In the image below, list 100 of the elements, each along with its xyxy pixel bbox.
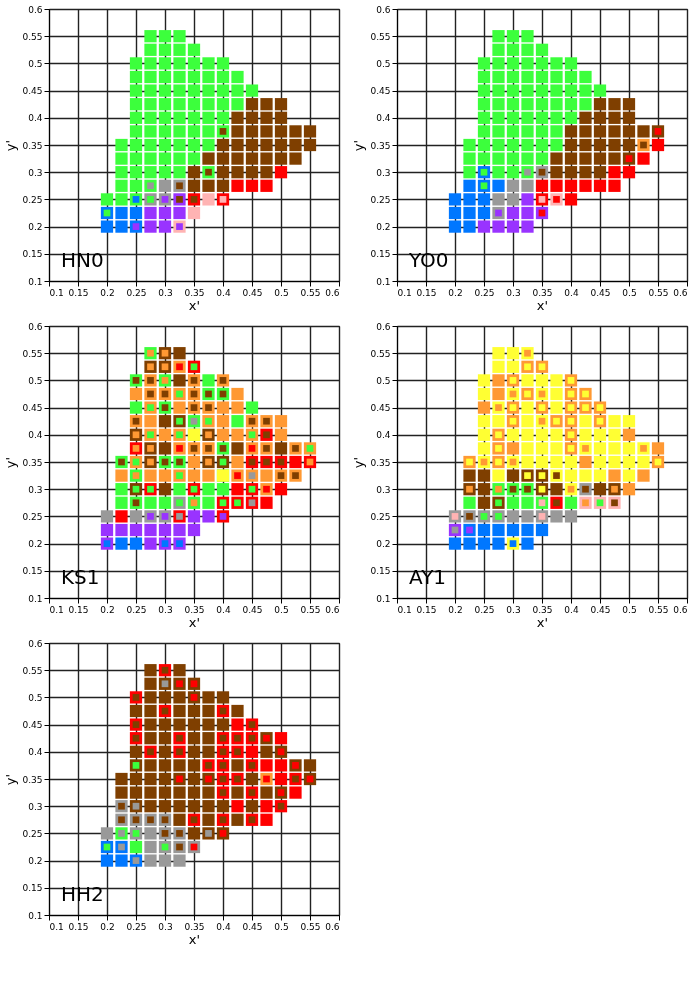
x-tick-label: 0.55 — [300, 287, 321, 298]
y-tick-label: 0.1 — [376, 593, 391, 604]
x-tick-label: 0.15 — [416, 287, 437, 298]
y-tick-label: 0.5 — [376, 375, 391, 386]
x-tick-label: 0.5 — [622, 604, 637, 615]
y-tick-label: 0.6 — [28, 4, 43, 15]
y-tick-label: 0.6 — [376, 4, 391, 15]
x-tick-label: 0.15 — [416, 604, 437, 615]
x-tick-label: 0.5 — [274, 287, 289, 298]
x-tick-label: 0.2 — [100, 287, 115, 298]
x-tick-label: 0.4 — [564, 287, 579, 298]
y-tick-label: 0.15 — [22, 566, 43, 577]
y-tick-label: 0.35 — [22, 457, 43, 468]
x-tick-label: 0.6 — [325, 921, 340, 932]
y-tick-label: 0.3 — [28, 801, 43, 812]
y-tick-label: 0.25 — [22, 511, 43, 522]
y-tick-label: 0.2 — [28, 539, 43, 550]
x-axis-title: x' — [188, 614, 201, 630]
y-axis-title: y' — [3, 139, 19, 152]
y-tick-label: 0.4 — [376, 113, 391, 124]
x-tick-label: 0.35 — [184, 287, 205, 298]
y-tick-label: 0.3 — [376, 167, 391, 178]
x-tick-label: 0.25 — [126, 921, 147, 932]
y-tick-label: 0.45 — [22, 403, 43, 414]
y-axis-title: y' — [3, 456, 19, 469]
y-tick-label: 0.45 — [22, 720, 43, 731]
y-tick-label: 0.45 — [370, 86, 391, 97]
y-tick-label: 0.4 — [28, 747, 43, 758]
y-tick-label: 0.55 — [370, 348, 391, 359]
x-tick-label: 0.25 — [474, 287, 495, 298]
y-tick-label: 0.3 — [28, 484, 43, 495]
x-tick-label: 0.5 — [622, 287, 637, 298]
x-tick-label: 0.1 — [49, 604, 64, 615]
y-tick-label: 0.3 — [376, 484, 391, 495]
y-tick-label: 0.2 — [28, 856, 43, 867]
x-tick-label: 0.15 — [68, 287, 89, 298]
x-axis-title: x' — [536, 297, 549, 313]
x-axis-title: x' — [188, 297, 201, 313]
y-tick-label: 0.15 — [22, 883, 43, 894]
x-tick-label: 0.3 — [506, 287, 521, 298]
y-tick-label: 0.15 — [22, 249, 43, 260]
y-tick-label: 0.15 — [370, 249, 391, 260]
x-tick-label: 0.55 — [648, 287, 669, 298]
y-tick-label: 0.5 — [28, 58, 43, 69]
y-tick-label: 0.3 — [28, 167, 43, 178]
y-tick-label: 0.55 — [22, 665, 43, 676]
y-tick-label: 0.25 — [370, 194, 391, 205]
y-tick-label: 0.4 — [376, 430, 391, 441]
y-tick-label: 0.6 — [28, 638, 43, 649]
x-tick-label: 0.45 — [590, 604, 611, 615]
x-tick-label: 0.25 — [126, 287, 147, 298]
x-tick-label: 0.45 — [590, 287, 611, 298]
y-axis-title: y' — [3, 773, 19, 786]
x-tick-label: 0.6 — [325, 604, 340, 615]
y-tick-label: 0.35 — [370, 140, 391, 151]
x-tick-label: 0.25 — [126, 604, 147, 615]
y-tick-label: 0.5 — [28, 692, 43, 703]
x-tick-label: 0.55 — [300, 921, 321, 932]
x-tick-label: 0.1 — [397, 604, 412, 615]
y-tick-label: 0.1 — [28, 910, 43, 921]
y-tick-label: 0.25 — [22, 194, 43, 205]
y-tick-label: 0.6 — [28, 321, 43, 332]
y-tick-label: 0.35 — [22, 774, 43, 785]
x-tick-label: 0.35 — [184, 921, 205, 932]
y-tick-label: 0.5 — [376, 58, 391, 69]
x-tick-label: 0.3 — [158, 604, 173, 615]
x-tick-label: 0.5 — [274, 604, 289, 615]
y-tick-label: 0.45 — [22, 86, 43, 97]
y-tick-label: 0.15 — [370, 566, 391, 577]
y-tick-label: 0.2 — [376, 539, 391, 550]
x-tick-label: 0.5 — [274, 921, 289, 932]
x-tick-label: 0.1 — [49, 287, 64, 298]
x-tick-label: 0.4 — [216, 604, 231, 615]
y-tick-label: 0.35 — [370, 457, 391, 468]
x-tick-label: 0.6 — [325, 287, 340, 298]
y-tick-label: 0.4 — [28, 430, 43, 441]
y-tick-label: 0.45 — [370, 403, 391, 414]
x-tick-label: 0.1 — [49, 921, 64, 932]
y-tick-label: 0.25 — [22, 828, 43, 839]
x-tick-label: 0.45 — [242, 921, 263, 932]
x-tick-label: 0.55 — [648, 604, 669, 615]
y-axis-title: y' — [351, 139, 367, 152]
y-tick-label: 0.2 — [28, 222, 43, 233]
y-tick-label: 0.35 — [22, 140, 43, 151]
x-tick-label: 0.35 — [184, 604, 205, 615]
y-axis-title: y' — [351, 456, 367, 469]
x-axis-title: x' — [188, 931, 201, 947]
x-tick-label: 0.3 — [506, 604, 521, 615]
x-tick-label: 0.2 — [448, 604, 463, 615]
x-tick-label: 0.4 — [216, 287, 231, 298]
x-tick-label: 0.6 — [673, 287, 688, 298]
y-tick-label: 0.1 — [376, 276, 391, 287]
x-tick-label: 0.25 — [474, 604, 495, 615]
x-tick-label: 0.55 — [300, 604, 321, 615]
y-tick-label: 0.55 — [22, 348, 43, 359]
y-tick-label: 0.4 — [28, 113, 43, 124]
x-tick-label: 0.35 — [532, 604, 553, 615]
y-tick-label: 0.55 — [22, 31, 43, 42]
x-tick-label: 0.45 — [242, 287, 263, 298]
x-tick-label: 0.3 — [158, 287, 173, 298]
